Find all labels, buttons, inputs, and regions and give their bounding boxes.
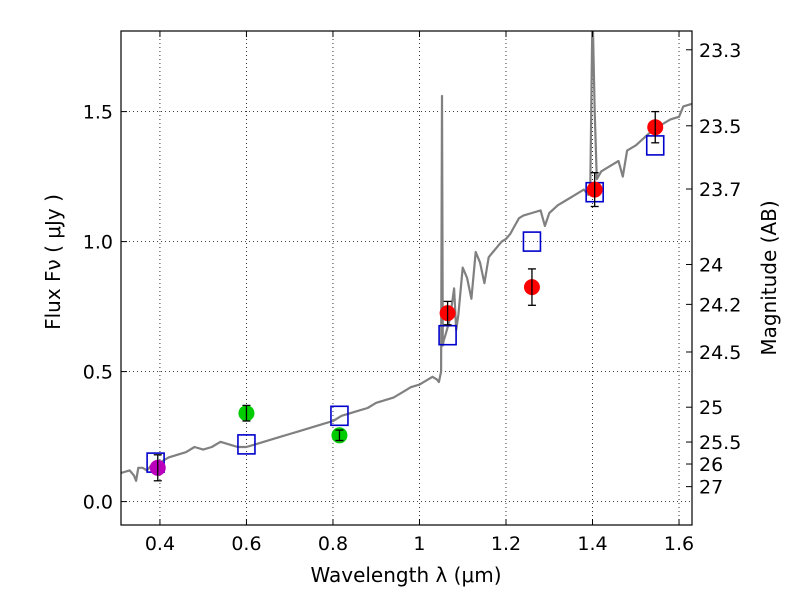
y-tick-label-1: 0.5	[83, 362, 113, 384]
model-square-3	[438, 324, 457, 346]
x-tick-label-6: 1.6	[664, 533, 694, 555]
right-tick-label-2: 23.7	[699, 179, 741, 201]
model-square-4	[522, 231, 542, 252]
x-tick-label-0: 0.4	[145, 533, 175, 555]
y-tick-label-2: 1.0	[83, 232, 113, 254]
right-tick-label-8: 26	[699, 454, 723, 476]
plot-frame	[120, 30, 693, 526]
plot-marks	[121, 31, 692, 482]
model-square-2	[330, 405, 349, 427]
y-axis-label: Flux Fν ( μJy )	[41, 194, 65, 330]
plot-background	[121, 31, 692, 525]
x-axis-label: Wavelength λ (μm)	[310, 563, 501, 587]
model-square-1	[237, 434, 256, 455]
y-axis-right-label: Magnitude (AB)	[757, 200, 781, 355]
x-tick-label-4: 1.2	[491, 533, 521, 555]
right-tick-label-6: 25	[699, 397, 723, 419]
x-tick-label-2: 0.8	[318, 533, 348, 555]
y-tick-label-0: 0.0	[83, 492, 113, 514]
right-tick-label-3: 24	[699, 254, 723, 276]
x-tick-label-3: 1	[413, 533, 425, 555]
axis-ticks	[121, 31, 692, 525]
right-tick-label-9: 27	[699, 477, 723, 499]
x-tick-label-1: 0.6	[231, 533, 261, 555]
right-tick-label-0: 23.3	[699, 40, 741, 62]
spectrum-line	[121, 31, 692, 482]
right-tick-label-5: 24.5	[699, 342, 741, 364]
right-tick-label-7: 25.5	[699, 432, 741, 454]
y-tick-label-3: 1.5	[83, 102, 113, 124]
right-tick-label-4: 24.2	[699, 294, 741, 316]
right-tick-label-1: 23.5	[699, 116, 741, 138]
x-tick-label-5: 1.4	[577, 533, 607, 555]
